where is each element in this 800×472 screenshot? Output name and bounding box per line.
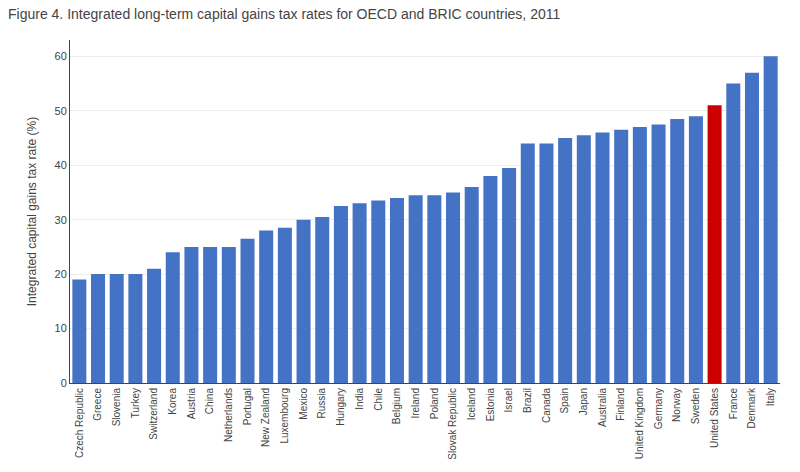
- svg-text:Chile: Chile: [373, 388, 384, 411]
- svg-text:Figure 4. Integrated long-term: Figure 4. Integrated long-term capital g…: [8, 6, 560, 22]
- svg-text:Turkey: Turkey: [130, 388, 141, 418]
- svg-text:Russia: Russia: [316, 388, 327, 419]
- svg-text:Sweden: Sweden: [690, 388, 701, 424]
- svg-text:Germany: Germany: [653, 388, 664, 429]
- svg-text:Hungary: Hungary: [335, 388, 346, 426]
- svg-text:China: China: [204, 388, 215, 415]
- svg-text:Czech Republic: Czech Republic: [74, 388, 85, 458]
- svg-text:Poland: Poland: [429, 388, 440, 419]
- svg-text:France: France: [728, 388, 739, 420]
- svg-text:Belgium: Belgium: [391, 388, 402, 424]
- svg-text:Luxembourg: Luxembourg: [279, 388, 290, 444]
- svg-text:Slovenia: Slovenia: [111, 388, 122, 427]
- svg-text:New Zealand: New Zealand: [260, 388, 271, 447]
- svg-text:Korea: Korea: [167, 388, 178, 415]
- svg-text:Netherlands: Netherlands: [223, 388, 234, 442]
- svg-text:Brazil: Brazil: [522, 388, 533, 413]
- svg-text:10: 10: [55, 322, 67, 334]
- svg-text:Finland: Finland: [615, 388, 626, 421]
- svg-text:Slovak Republic: Slovak Republic: [447, 388, 458, 460]
- svg-text:Australia: Australia: [597, 388, 608, 427]
- svg-text:0: 0: [61, 377, 67, 389]
- svg-text:20: 20: [55, 268, 67, 280]
- svg-text:Canada: Canada: [541, 388, 552, 423]
- svg-text:Mexico: Mexico: [298, 388, 309, 420]
- svg-text:Japan: Japan: [578, 388, 589, 415]
- svg-text:Ireland: Ireland: [410, 388, 421, 419]
- svg-text:60: 60: [55, 50, 67, 62]
- svg-text:Italy: Italy: [765, 388, 776, 406]
- svg-text:Austria: Austria: [186, 388, 197, 420]
- svg-text:Denmark: Denmark: [746, 387, 757, 429]
- svg-text:40: 40: [55, 159, 67, 171]
- svg-text:Israel: Israel: [503, 388, 514, 412]
- svg-text:50: 50: [55, 105, 67, 117]
- svg-text:Switzerland: Switzerland: [148, 388, 159, 440]
- svg-text:Iceland: Iceland: [466, 388, 477, 420]
- svg-text:Greece: Greece: [92, 388, 103, 421]
- svg-text:Portugal: Portugal: [242, 388, 253, 425]
- svg-text:India: India: [354, 388, 365, 410]
- svg-text:United States: United States: [709, 388, 720, 448]
- svg-text:Integrated capital gains tax r: Integrated capital gains tax rate (%): [25, 117, 39, 306]
- svg-text:30: 30: [55, 214, 67, 226]
- svg-text:United Kingdom: United Kingdom: [634, 388, 645, 459]
- svg-text:Estonia: Estonia: [485, 388, 496, 422]
- svg-text:Norway: Norway: [671, 388, 682, 422]
- svg-text:Spain: Spain: [559, 388, 570, 414]
